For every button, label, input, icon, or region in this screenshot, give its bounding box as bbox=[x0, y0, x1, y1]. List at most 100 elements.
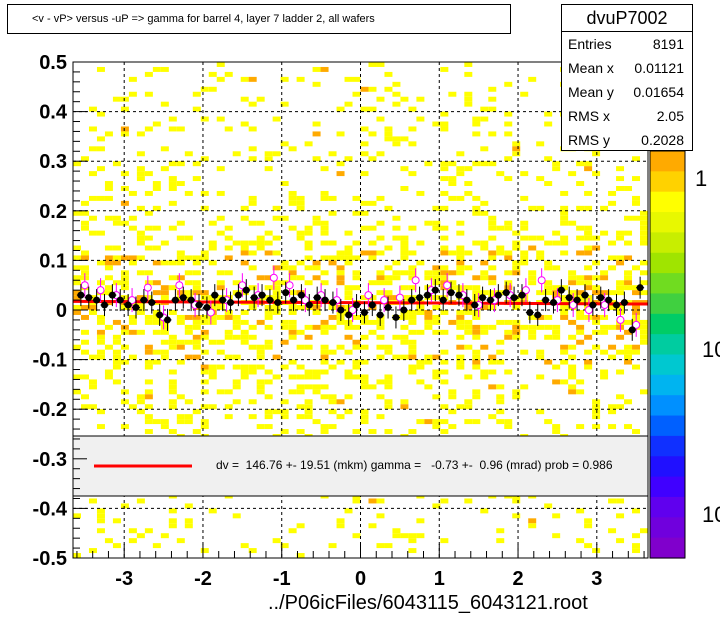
heatmap-cell bbox=[176, 414, 185, 420]
heatmap-cell bbox=[112, 359, 121, 365]
heatmap-cell bbox=[192, 106, 201, 112]
heatmap-cell bbox=[400, 354, 409, 360]
heatmap-cell bbox=[352, 429, 361, 434]
heatmap-cell bbox=[536, 354, 545, 360]
heatmap-cell bbox=[312, 310, 321, 315]
heatmap-cell bbox=[136, 176, 145, 182]
heatmap-cell bbox=[96, 319, 105, 325]
heatmap-cell bbox=[424, 384, 433, 390]
heatmap-cell bbox=[312, 389, 321, 395]
heatmap-cell bbox=[400, 166, 409, 172]
heatmap-cell bbox=[504, 81, 513, 87]
heatmap-cell bbox=[73, 280, 81, 286]
heatmap-cell bbox=[456, 151, 465, 157]
heatmap-cell bbox=[448, 280, 457, 286]
heatmap-cell bbox=[424, 419, 433, 425]
heatmap-cell bbox=[584, 205, 593, 211]
heatmap-cell bbox=[104, 538, 113, 544]
heatmap-cell bbox=[368, 250, 377, 256]
heatmap-cell bbox=[544, 503, 553, 509]
heatmap-cell bbox=[456, 344, 465, 350]
heatmap-cell bbox=[480, 344, 489, 350]
heatmap-cell bbox=[232, 399, 241, 405]
heatmap-cell bbox=[320, 66, 329, 72]
heatmap-cell bbox=[184, 518, 193, 524]
heatmap-cell bbox=[280, 339, 289, 345]
heatmap-cell bbox=[104, 344, 113, 350]
heatmap-cell bbox=[608, 498, 617, 504]
heatmap-cell bbox=[632, 310, 641, 315]
heatmap-cell bbox=[592, 290, 601, 296]
heatmap-cell bbox=[152, 290, 161, 296]
heatmap-cell bbox=[552, 230, 561, 236]
heatmap-cell bbox=[264, 344, 273, 350]
heatmap-cell bbox=[88, 404, 97, 410]
heatmap-cell bbox=[344, 409, 353, 415]
heatmap-cell bbox=[264, 156, 273, 162]
heatmap-cell bbox=[376, 354, 385, 360]
profile-point bbox=[549, 299, 557, 307]
heatmap-cell bbox=[264, 230, 273, 236]
heatmap-cell bbox=[208, 220, 217, 226]
heatmap-cell bbox=[128, 354, 137, 360]
heatmap-cell bbox=[384, 399, 393, 405]
heatmap-cell bbox=[368, 319, 377, 325]
heatmap-cell bbox=[632, 508, 641, 514]
heatmap-cell bbox=[144, 190, 153, 196]
heatmap-cell bbox=[272, 354, 281, 360]
heatmap-cell bbox=[216, 116, 225, 122]
heatmap-cell bbox=[248, 414, 257, 420]
heatmap-cell bbox=[216, 190, 225, 196]
heatmap-cell bbox=[416, 96, 425, 102]
heatmap-cell bbox=[368, 62, 377, 67]
heatmap-cell bbox=[464, 190, 473, 196]
heatmap-cell bbox=[432, 424, 441, 430]
heatmap-cell bbox=[464, 310, 473, 315]
heatmap-cell bbox=[176, 419, 185, 425]
heatmap-cell bbox=[256, 349, 265, 355]
heatmap-cell bbox=[592, 424, 601, 430]
profile-point bbox=[211, 291, 219, 299]
heatmap-cell bbox=[128, 404, 137, 410]
heatmap-cell bbox=[384, 384, 393, 390]
heatmap-cell bbox=[576, 181, 585, 186]
heatmap-cell bbox=[208, 71, 217, 77]
heatmap-cell bbox=[240, 205, 249, 211]
heatmap-cell bbox=[472, 419, 481, 425]
heatmap-cell bbox=[576, 324, 585, 330]
heatmap-cell bbox=[328, 314, 337, 320]
heatmap-cell bbox=[456, 359, 465, 365]
heatmap-cell bbox=[528, 76, 537, 82]
heatmap-cell bbox=[392, 225, 401, 231]
heatmap-cell bbox=[96, 424, 105, 430]
heatmap-cell bbox=[176, 290, 185, 296]
heatmap-cell bbox=[504, 220, 513, 226]
heatmap-cell bbox=[536, 409, 545, 415]
heatmap-cell bbox=[288, 225, 297, 231]
heatmap-cell bbox=[392, 81, 401, 87]
heatmap-cell bbox=[320, 255, 329, 261]
heatmap-cell bbox=[512, 498, 521, 504]
heatmap-cell bbox=[312, 220, 321, 226]
heatmap-cell bbox=[296, 76, 305, 82]
heatmap-cell bbox=[592, 235, 601, 241]
heatmap-cell bbox=[224, 245, 233, 251]
heatmap-cell bbox=[144, 295, 153, 301]
heatmap-cell bbox=[288, 200, 297, 206]
heatmap-cell bbox=[192, 270, 201, 276]
heatmap-cell bbox=[552, 424, 561, 430]
heatmap-cell bbox=[112, 255, 121, 261]
heatmap-cell bbox=[368, 280, 377, 286]
heatmap-cell bbox=[440, 245, 449, 251]
heatmap-cell bbox=[73, 275, 81, 281]
heatmap-cell bbox=[288, 319, 297, 325]
profile-point bbox=[227, 299, 235, 307]
heatmap-cell bbox=[200, 548, 209, 554]
heatmap-cell bbox=[480, 116, 489, 122]
heatmap-cell bbox=[352, 91, 361, 97]
x-tick-label: 1 bbox=[434, 568, 445, 590]
heatmap-cell bbox=[520, 260, 529, 266]
heatmap-cell bbox=[464, 319, 473, 325]
heatmap-cell bbox=[80, 255, 89, 261]
heatmap-cell bbox=[96, 166, 105, 172]
